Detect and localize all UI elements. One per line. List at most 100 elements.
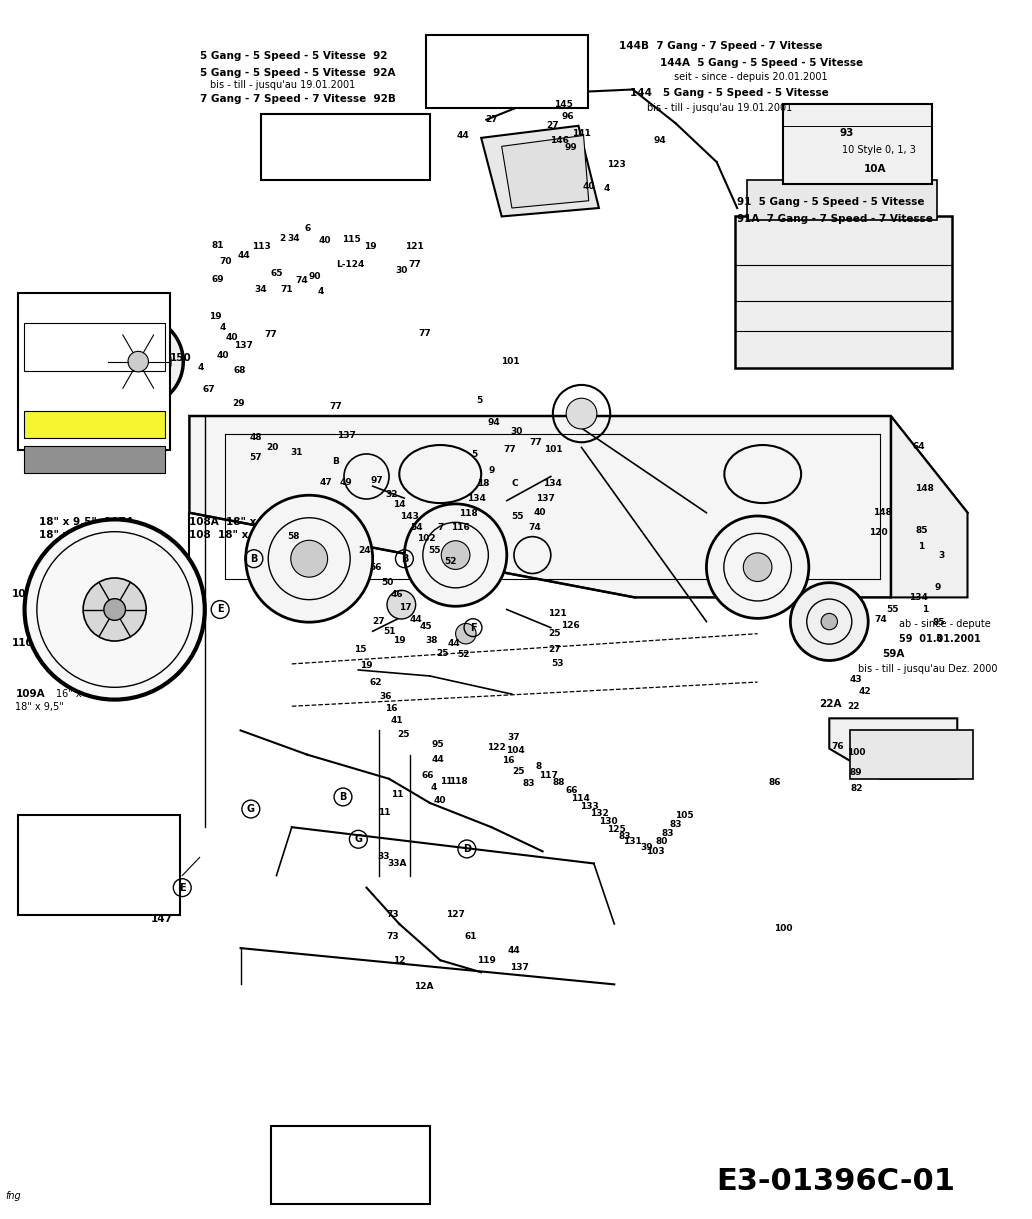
Circle shape [128, 351, 149, 372]
Text: 109A: 109A [15, 689, 45, 700]
Text: 37: 37 [508, 733, 520, 742]
Polygon shape [747, 180, 937, 221]
FancyBboxPatch shape [24, 446, 165, 473]
Text: 18" x 6,5"  107: 18" x 6,5" 107 [39, 529, 126, 540]
Text: 73: 73 [387, 931, 399, 941]
Text: 11: 11 [440, 777, 453, 786]
Text: 123: 123 [607, 160, 625, 169]
Polygon shape [891, 416, 968, 597]
Text: 22: 22 [847, 702, 860, 711]
Circle shape [743, 553, 772, 581]
Circle shape [93, 317, 184, 407]
Text: 144A  5 Gang - 5 Speed - 5 Vitesse: 144A 5 Gang - 5 Speed - 5 Vitesse [660, 57, 864, 68]
Text: 16: 16 [502, 756, 514, 766]
Text: 17: 17 [399, 602, 412, 612]
Text: 40: 40 [217, 351, 229, 360]
Text: 86: 86 [769, 778, 781, 787]
Text: 67: 67 [202, 385, 215, 394]
Text: 91A  7 Gang - 7 Speed - 7 Vitesse: 91A 7 Gang - 7 Speed - 7 Vitesse [737, 213, 933, 224]
Text: 48: 48 [250, 433, 262, 442]
Text: 52: 52 [444, 557, 457, 566]
Text: 47: 47 [319, 478, 332, 488]
Text: 108  18" x 8,5": 108 18" x 8,5" [190, 529, 277, 540]
Text: 77: 77 [409, 261, 421, 269]
Text: 149A: 149A [24, 368, 56, 379]
Text: bis - till - jusqu'au 19.01.2001: bis - till - jusqu'au 19.01.2001 [209, 79, 355, 90]
Text: 105: 105 [675, 811, 694, 819]
Text: 44: 44 [410, 614, 422, 624]
Text: E: E [217, 605, 224, 614]
Text: 19: 19 [360, 661, 373, 669]
Text: Ressort - levier de vitesse: Ressort - levier de vitesse [283, 157, 409, 167]
Text: 77: 77 [419, 329, 431, 339]
Text: 57: 57 [250, 452, 262, 462]
Text: 66: 66 [422, 770, 434, 780]
Polygon shape [783, 104, 932, 184]
Text: 56: 56 [369, 563, 382, 572]
Text: 27: 27 [547, 121, 559, 130]
Text: 83: 83 [670, 820, 682, 829]
Text: 5 Gang - 5 Speed - 5 Vitesse  92A: 5 Gang - 5 Speed - 5 Vitesse 92A [199, 67, 395, 78]
Text: C: C [512, 479, 518, 489]
Text: 76: 76 [872, 724, 886, 734]
Text: 127: 127 [446, 909, 465, 919]
Text: 4: 4 [317, 286, 324, 296]
FancyBboxPatch shape [426, 35, 587, 107]
Text: 11: 11 [378, 808, 390, 817]
Text: 33: 33 [378, 852, 390, 861]
Text: 150: 150 [170, 354, 192, 363]
Text: 27: 27 [485, 116, 497, 124]
Text: 118: 118 [449, 777, 469, 786]
Text: 81: 81 [212, 241, 224, 250]
Text: fng: fng [5, 1191, 21, 1201]
Text: 75: 75 [948, 742, 963, 752]
Text: 43: 43 [849, 675, 862, 684]
FancyBboxPatch shape [271, 1126, 430, 1204]
Text: 120: 120 [869, 528, 888, 536]
Text: E: E [179, 883, 186, 892]
Text: 110: 110 [12, 639, 34, 649]
Text: grau - grey - gris: grau - grey - gris [57, 423, 132, 432]
Text: 73: 73 [387, 909, 399, 919]
Text: 30: 30 [395, 267, 408, 275]
Text: B: B [332, 457, 340, 467]
Text: 68: 68 [233, 366, 246, 374]
Text: 51: 51 [383, 627, 395, 636]
Text: 53: 53 [552, 659, 565, 668]
Text: 40: 40 [434, 796, 447, 805]
Text: 101: 101 [544, 445, 562, 455]
Text: 69: 69 [212, 274, 224, 284]
Text: for F-deck only: for F-deck only [317, 1158, 384, 1167]
Circle shape [791, 583, 868, 661]
Text: 83: 83 [662, 829, 674, 837]
Text: G: G [247, 805, 255, 814]
Text: 11: 11 [391, 790, 404, 798]
Text: 58: 58 [288, 533, 300, 541]
Text: 91  5 Gang - 5 Speed - 5 Vitesse: 91 5 Gang - 5 Speed - 5 Vitesse [737, 197, 925, 207]
Text: 149B: 149B [24, 302, 56, 312]
Text: 4: 4 [197, 363, 204, 372]
Circle shape [84, 578, 147, 641]
Text: 126: 126 [560, 620, 580, 630]
Text: 9: 9 [488, 466, 494, 475]
Text: 29: 29 [232, 400, 245, 408]
Text: 106: 106 [12, 589, 34, 599]
Text: 16: 16 [385, 705, 397, 713]
Text: seulement pour deck F: seulement pour deck F [298, 1175, 402, 1184]
Text: 22A: 22A [819, 698, 841, 708]
Text: 5 Gang - 5 Speed - 5 Vitesse  92: 5 Gang - 5 Speed - 5 Vitesse 92 [199, 51, 387, 61]
Text: 119: 119 [477, 956, 495, 964]
Text: E3-01396C-01: E3-01396C-01 [716, 1167, 956, 1196]
Text: 131: 131 [623, 837, 642, 846]
Text: 65: 65 [270, 269, 283, 278]
Text: 41: 41 [391, 717, 404, 725]
Ellipse shape [399, 445, 481, 503]
Text: 125: 125 [607, 825, 625, 834]
FancyBboxPatch shape [261, 113, 430, 180]
Text: 27: 27 [373, 617, 385, 627]
Text: B: B [400, 553, 408, 563]
Text: 55: 55 [428, 546, 441, 555]
Text: 97: 97 [370, 475, 383, 485]
Text: 55: 55 [886, 605, 899, 614]
Text: 27: 27 [549, 645, 561, 653]
